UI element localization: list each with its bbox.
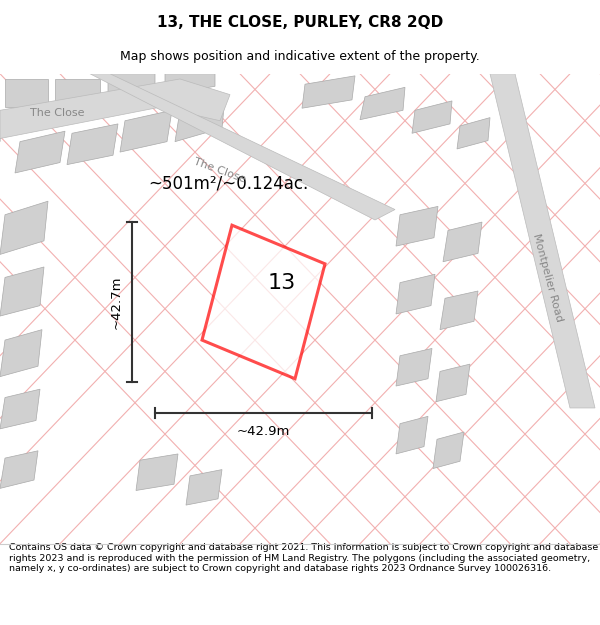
Polygon shape (396, 416, 428, 454)
Text: ~501m²/~0.124ac.: ~501m²/~0.124ac. (148, 174, 308, 192)
Polygon shape (440, 291, 478, 329)
Text: ~42.7m: ~42.7m (110, 275, 122, 329)
Polygon shape (396, 274, 435, 314)
Polygon shape (15, 131, 65, 173)
Polygon shape (443, 222, 482, 262)
Polygon shape (0, 267, 44, 316)
Polygon shape (55, 79, 100, 105)
Polygon shape (186, 469, 222, 505)
Polygon shape (0, 201, 48, 254)
Polygon shape (360, 88, 405, 120)
Polygon shape (165, 74, 215, 94)
Text: 13, THE CLOSE, PURLEY, CR8 2QD: 13, THE CLOSE, PURLEY, CR8 2QD (157, 15, 443, 30)
Polygon shape (412, 101, 452, 133)
Polygon shape (0, 79, 230, 142)
Polygon shape (0, 389, 40, 429)
Polygon shape (90, 74, 395, 220)
Polygon shape (120, 110, 172, 152)
Polygon shape (175, 97, 225, 142)
Polygon shape (490, 74, 595, 408)
Polygon shape (0, 329, 42, 377)
Text: The Close: The Close (30, 109, 85, 119)
Text: Contains OS data © Crown copyright and database right 2021. This information is : Contains OS data © Crown copyright and d… (9, 543, 598, 573)
Polygon shape (5, 79, 48, 107)
Polygon shape (436, 364, 470, 402)
Text: Montpelier Road: Montpelier Road (532, 232, 565, 322)
Polygon shape (136, 454, 178, 491)
Text: 13: 13 (268, 273, 296, 293)
Text: Map shows position and indicative extent of the property.: Map shows position and indicative extent… (120, 50, 480, 63)
Text: ~42.9m: ~42.9m (237, 426, 290, 439)
Polygon shape (396, 206, 438, 246)
Polygon shape (433, 432, 464, 469)
Text: The Close: The Close (192, 157, 247, 185)
Polygon shape (67, 124, 118, 164)
Polygon shape (202, 225, 325, 379)
Polygon shape (396, 349, 432, 386)
Polygon shape (0, 451, 38, 488)
Polygon shape (457, 118, 490, 149)
Polygon shape (108, 74, 155, 100)
Polygon shape (302, 76, 355, 108)
